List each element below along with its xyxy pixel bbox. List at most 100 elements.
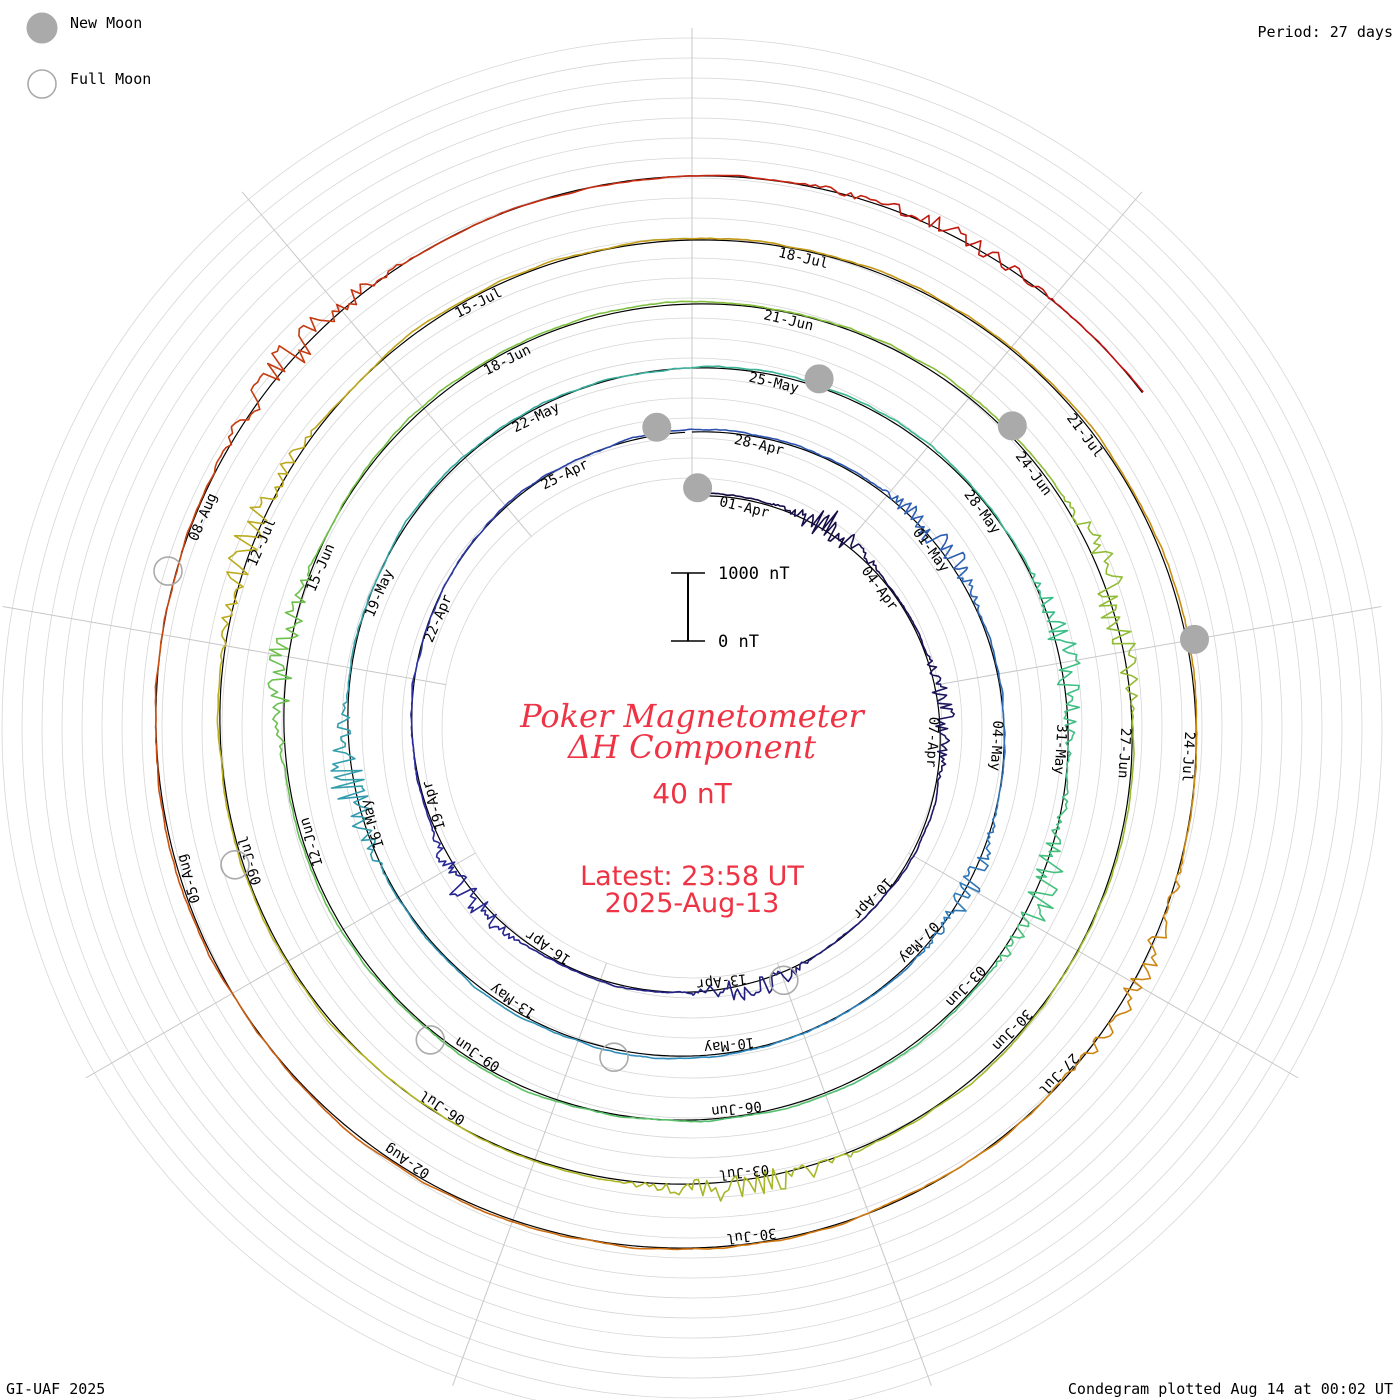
date-tick-label: 06-Jul <box>417 1087 468 1128</box>
grid-spoke <box>2 605 446 686</box>
trace-segment <box>590 428 691 455</box>
date-tick-label: 27-Jun <box>1114 727 1133 778</box>
current-value: 40 nT <box>652 777 732 810</box>
date-tick-label: 07-May <box>896 918 942 966</box>
date-tick-label: 22-May <box>510 399 562 436</box>
trace-segment <box>218 310 340 459</box>
trace-segment <box>804 973 902 1034</box>
trace-segment <box>887 491 968 571</box>
trace-segment <box>690 365 816 385</box>
trace-segment <box>514 1221 695 1251</box>
date-tick-label: 24-Jul <box>1178 731 1197 782</box>
trace-segment <box>557 1100 694 1123</box>
trace-segment <box>901 604 942 685</box>
trace-segment <box>1123 475 1190 639</box>
trace-segment <box>287 963 397 1085</box>
date-tick-label: 10-Apr <box>849 874 895 922</box>
trace-segment <box>448 866 516 941</box>
date-tick-label: 03-Jul <box>718 1161 770 1183</box>
trace-segment <box>600 980 694 996</box>
trace-segment <box>689 174 881 204</box>
trace-segment <box>1187 637 1198 814</box>
trace-segment <box>689 300 837 326</box>
trace-segment <box>435 1035 559 1103</box>
trace-segment <box>1130 813 1192 981</box>
trace-segment <box>227 811 289 965</box>
trace-segment <box>900 881 980 975</box>
date-tick-label: 19-May <box>362 567 397 620</box>
trace-segment <box>928 442 1014 542</box>
trace-segment <box>410 679 418 778</box>
trace-segment <box>415 777 456 870</box>
grid-spoke <box>85 852 476 1079</box>
full-moon-legend-icon <box>27 69 57 99</box>
new-moon-marker <box>804 364 834 394</box>
plotted-label: Condegram plotted Aug 14 at 00:02 UT <box>1068 1380 1393 1398</box>
trace-segment <box>163 823 235 996</box>
trace-segment <box>475 987 580 1043</box>
trace-segment <box>1056 658 1081 793</box>
date-tick-label: 09-Jun <box>452 1033 503 1074</box>
trace-segment <box>567 367 691 394</box>
ring-baseline <box>219 239 1133 1185</box>
chart-title: Poker Magnetometer <box>519 697 865 735</box>
trace-segment <box>268 522 334 657</box>
trace-segment <box>783 923 859 983</box>
trace-segment <box>1078 802 1131 950</box>
trace-segment <box>579 1040 694 1060</box>
trace-segment <box>858 263 1010 347</box>
scale-top-label: 1000 nT <box>718 564 790 584</box>
moon-phase-markers <box>153 364 1209 1072</box>
new-moon-marker <box>642 412 672 442</box>
trace-segment <box>1008 345 1125 477</box>
trace-segment <box>412 586 445 681</box>
legend: New Moon Full Moon <box>26 12 151 99</box>
trace-segment <box>387 456 464 555</box>
trace-segment <box>913 770 943 856</box>
full-moon-marker <box>220 849 250 880</box>
trace-segment <box>815 382 929 445</box>
trace-segment <box>1120 647 1139 804</box>
date-tick-label: 25-May <box>747 370 800 397</box>
trace-segment <box>849 1072 985 1158</box>
trace-segment <box>462 391 569 458</box>
trace-segment <box>352 1135 515 1224</box>
trace-segment <box>289 800 343 933</box>
date-tick-label: 04-May <box>987 720 1006 771</box>
trace-segment <box>341 931 437 1037</box>
grid-spoke <box>852 191 1143 537</box>
magnetometer-traces <box>154 174 1198 1251</box>
full-moon-marker <box>153 556 183 586</box>
date-tick-label: 07-Apr <box>923 716 942 767</box>
trace-segment <box>793 443 889 493</box>
chart-subtitle: ΔH Component <box>566 728 816 766</box>
trace-segment <box>997 672 1006 782</box>
credit-label: GI-UAF 2025 <box>6 1380 105 1398</box>
trace-segment <box>536 1160 695 1196</box>
trace-segment <box>1012 540 1078 659</box>
trace-segment <box>1069 506 1136 649</box>
period-label: Period: 27 days <box>1258 23 1393 41</box>
new-moon-legend-icon <box>26 12 58 44</box>
trace-segment <box>870 1119 1025 1213</box>
full-moon-marker <box>599 1042 629 1072</box>
trace-segment <box>694 1211 872 1250</box>
trace-segment <box>349 554 390 670</box>
legend-full-moon-label: Full Moon <box>70 70 151 88</box>
trace-segment <box>931 683 956 771</box>
trace-segment <box>221 490 279 649</box>
trace-segment <box>771 502 853 549</box>
trace-segment <box>420 331 546 409</box>
date-tick-label: 10-May <box>703 1034 755 1056</box>
date-tick-label: 28-May <box>960 487 1003 537</box>
grid-spoke <box>938 605 1382 686</box>
trace-segment <box>216 647 229 813</box>
trace-segment <box>515 939 602 983</box>
scale-bottom-label: 0 nT <box>718 632 759 652</box>
trace-segment <box>690 428 794 445</box>
trace-segment <box>443 505 505 587</box>
trace-segment <box>1048 297 1144 393</box>
latest-date: 2025-Aug-13 <box>605 888 780 919</box>
grid-spoke <box>908 852 1299 1079</box>
